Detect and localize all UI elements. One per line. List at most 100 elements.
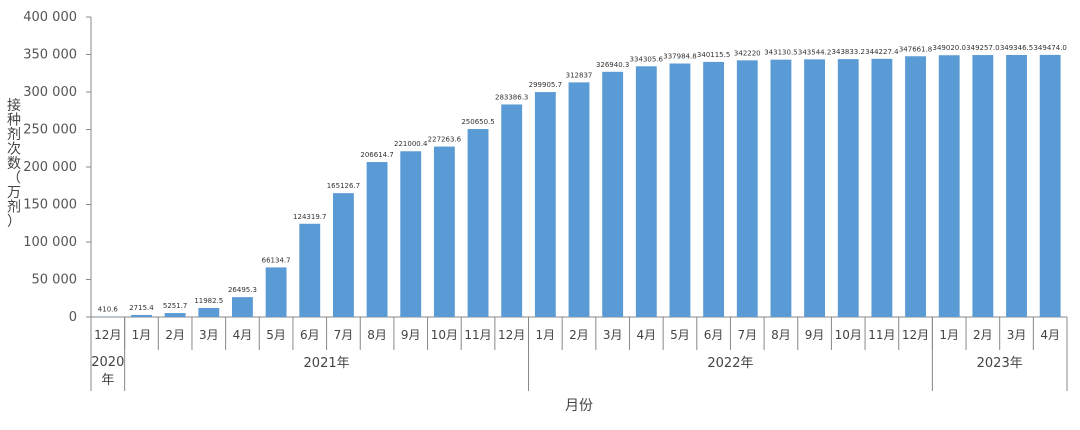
- data-label: 299905.7: [529, 81, 562, 89]
- bar: [434, 147, 455, 317]
- data-label: 343130.5: [764, 49, 797, 57]
- y-tick-label: 400 000: [23, 10, 77, 25]
- data-label: 2715.4: [129, 304, 154, 312]
- data-label: 283386.3: [495, 93, 528, 101]
- bar: [333, 193, 354, 317]
- data-label: 221000.4: [394, 140, 428, 148]
- data-label: 227263.6: [428, 136, 462, 144]
- category-label: 10月: [835, 328, 862, 342]
- data-label: 347661.8: [899, 45, 932, 53]
- year-label: 2020: [91, 355, 124, 370]
- bar: [501, 104, 522, 317]
- category-label: 4月: [233, 328, 253, 342]
- bar: [198, 308, 219, 317]
- year-label: 2022年: [707, 356, 753, 371]
- category-label: 11月: [464, 328, 491, 342]
- y-axis-title-char: 接: [7, 97, 21, 114]
- data-label: 66134.7: [262, 256, 291, 264]
- bar: [972, 55, 993, 317]
- data-label: 349474.0: [1033, 44, 1066, 52]
- category-label: 8月: [367, 328, 387, 342]
- category-label: 7月: [334, 328, 354, 342]
- year-label: 2021年: [304, 356, 350, 371]
- bar: [266, 267, 287, 317]
- category-label: 3月: [603, 328, 623, 342]
- y-tick-label: 50 000: [32, 273, 78, 288]
- category-label: 10月: [431, 328, 458, 342]
- data-label: 410.6: [98, 306, 119, 314]
- data-label: 337984.8: [663, 53, 696, 61]
- category-label: 9月: [401, 328, 421, 342]
- bar: [299, 224, 320, 317]
- data-label: 342220: [734, 49, 761, 57]
- category-label: 2月: [165, 328, 185, 342]
- y-tick-label: 100 000: [23, 235, 77, 250]
- bar: [1040, 55, 1061, 317]
- category-label: 1月: [132, 328, 152, 342]
- category-label: 2月: [973, 328, 993, 342]
- category-label: 12月: [94, 328, 121, 342]
- y-tick-label: 0: [69, 310, 77, 325]
- bar: [1006, 55, 1027, 317]
- bar: [367, 162, 388, 317]
- bar: [770, 60, 791, 317]
- bar: [636, 66, 657, 317]
- category-label: 11月: [868, 328, 895, 342]
- data-label: 5251.7: [163, 302, 188, 310]
- bar: [602, 72, 623, 317]
- category-label: 9月: [805, 328, 825, 342]
- y-tick-label: 300 000: [23, 85, 77, 100]
- category-label: 12月: [498, 328, 525, 342]
- category-label: 5月: [670, 328, 690, 342]
- y-tick-label: 200 000: [23, 160, 77, 175]
- data-label: 206614.7: [360, 151, 393, 159]
- category-label: 6月: [300, 328, 320, 342]
- data-label: 26495.3: [228, 286, 257, 294]
- category-label: 12月: [902, 328, 929, 342]
- category-label: 7月: [737, 328, 757, 342]
- year-label: 2023年: [977, 356, 1023, 371]
- category-label: 4月: [636, 328, 656, 342]
- category-label: 2月: [569, 328, 589, 342]
- bar: [131, 315, 152, 317]
- data-label: 165126.7: [327, 182, 360, 190]
- category-label: 1月: [939, 328, 959, 342]
- bar: [165, 313, 186, 317]
- data-label: 343544.2: [798, 48, 831, 56]
- data-label: 349257.0: [966, 44, 999, 52]
- bar: [804, 59, 825, 317]
- bar: [871, 59, 892, 317]
- bar: [569, 82, 590, 317]
- data-label: 334305.6: [630, 55, 664, 63]
- bar: [737, 60, 758, 317]
- bar: [535, 92, 556, 317]
- category-label: 5月: [266, 328, 286, 342]
- bar: [905, 56, 926, 317]
- data-label: 11982.5: [194, 297, 223, 305]
- category-label: 1月: [536, 328, 556, 342]
- bar: [232, 297, 253, 317]
- bar: [838, 59, 859, 317]
- data-label: 124319.7: [293, 213, 326, 221]
- y-axis-title-char: ）: [7, 214, 21, 230]
- bar: [670, 64, 691, 317]
- category-label: 3月: [199, 328, 219, 342]
- y-tick-label: 350 000: [23, 48, 77, 63]
- bar: [468, 129, 489, 317]
- data-label: 250650.5: [461, 118, 494, 126]
- data-label: 349346.5: [1000, 44, 1033, 52]
- bar: [939, 55, 960, 317]
- category-label: 4月: [1040, 328, 1060, 342]
- y-tick-label: 250 000: [23, 123, 77, 138]
- data-label: 312837: [566, 71, 593, 79]
- data-label: 326940.3: [596, 61, 629, 69]
- data-label: 344227.4: [865, 48, 899, 56]
- category-label: 6月: [704, 328, 724, 342]
- category-label: 3月: [1007, 328, 1027, 342]
- year-label: 年: [101, 373, 114, 388]
- category-label: 8月: [771, 328, 791, 342]
- data-label: 340115.5: [697, 51, 730, 59]
- bar: [703, 62, 724, 317]
